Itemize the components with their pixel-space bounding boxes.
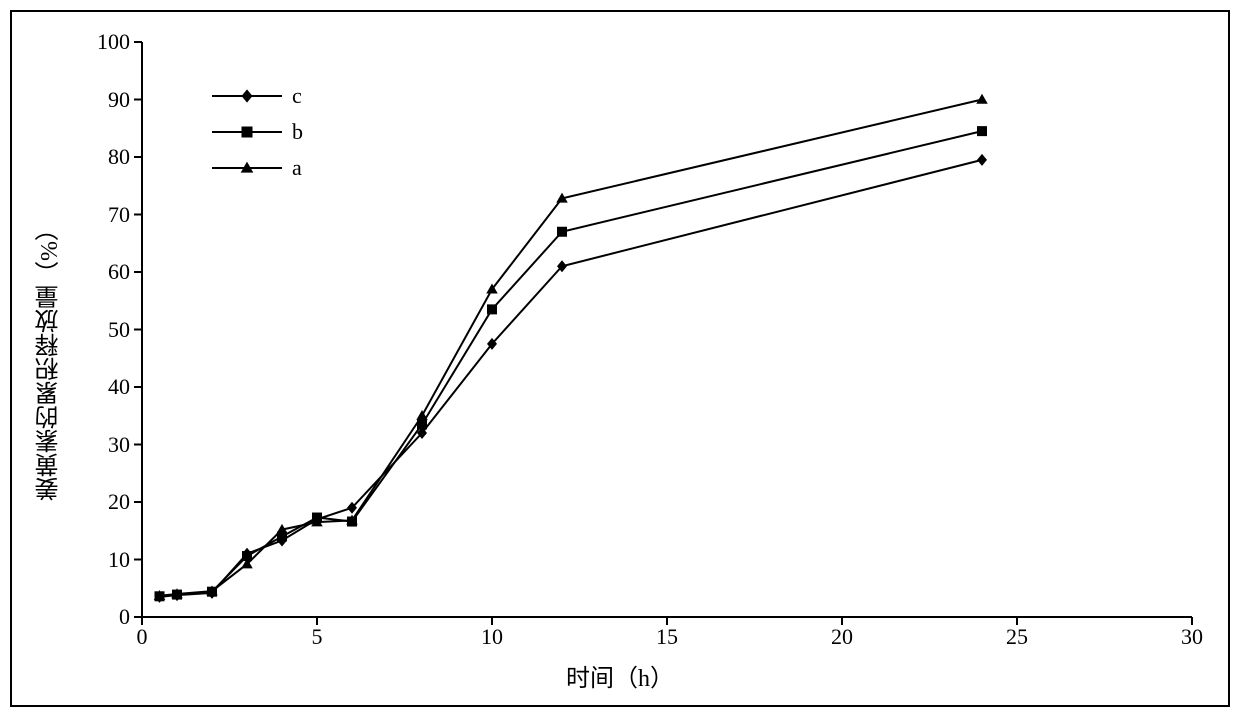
- diamond-icon: [239, 88, 255, 104]
- x-tick-label: 20: [831, 624, 853, 650]
- legend-item: a: [212, 154, 303, 182]
- legend-label: c: [292, 83, 302, 109]
- y-tick-label: 80: [108, 144, 130, 170]
- legend-item: c: [212, 82, 303, 110]
- legend-label: a: [292, 155, 302, 181]
- square-icon: [239, 124, 255, 140]
- legend-line: [212, 95, 282, 97]
- x-tick-label: 5: [312, 624, 323, 650]
- y-axis-label: 姜黄素的累积释放量（%）: [32, 217, 67, 501]
- y-tick-label: 50: [108, 317, 130, 343]
- legend-item: b: [212, 118, 303, 146]
- x-tick-label: 0: [137, 624, 148, 650]
- legend-line: [212, 167, 282, 169]
- chart-frame: 姜黄素的累积释放量（%） 时间（h） 010203040506070809010…: [10, 10, 1230, 707]
- x-tick-label: 30: [1181, 624, 1203, 650]
- y-tick-label: 60: [108, 259, 130, 285]
- y-tick-label: 70: [108, 202, 130, 228]
- y-tick-label: 90: [108, 87, 130, 113]
- y-tick-label: 0: [119, 604, 130, 630]
- y-tick-label: 100: [97, 29, 130, 55]
- x-tick-label: 25: [1006, 624, 1028, 650]
- x-tick-label: 10: [481, 624, 503, 650]
- y-tick-label: 30: [108, 432, 130, 458]
- legend-line: [212, 131, 282, 133]
- x-tick-label: 15: [656, 624, 678, 650]
- y-tick-label: 40: [108, 374, 130, 400]
- legend-label: b: [292, 119, 303, 145]
- triangle-icon: [239, 160, 255, 176]
- legend: cba: [212, 82, 303, 190]
- y-tick-label: 10: [108, 547, 130, 573]
- x-axis-label: 时间（h）: [566, 658, 674, 693]
- y-tick-label: 20: [108, 489, 130, 515]
